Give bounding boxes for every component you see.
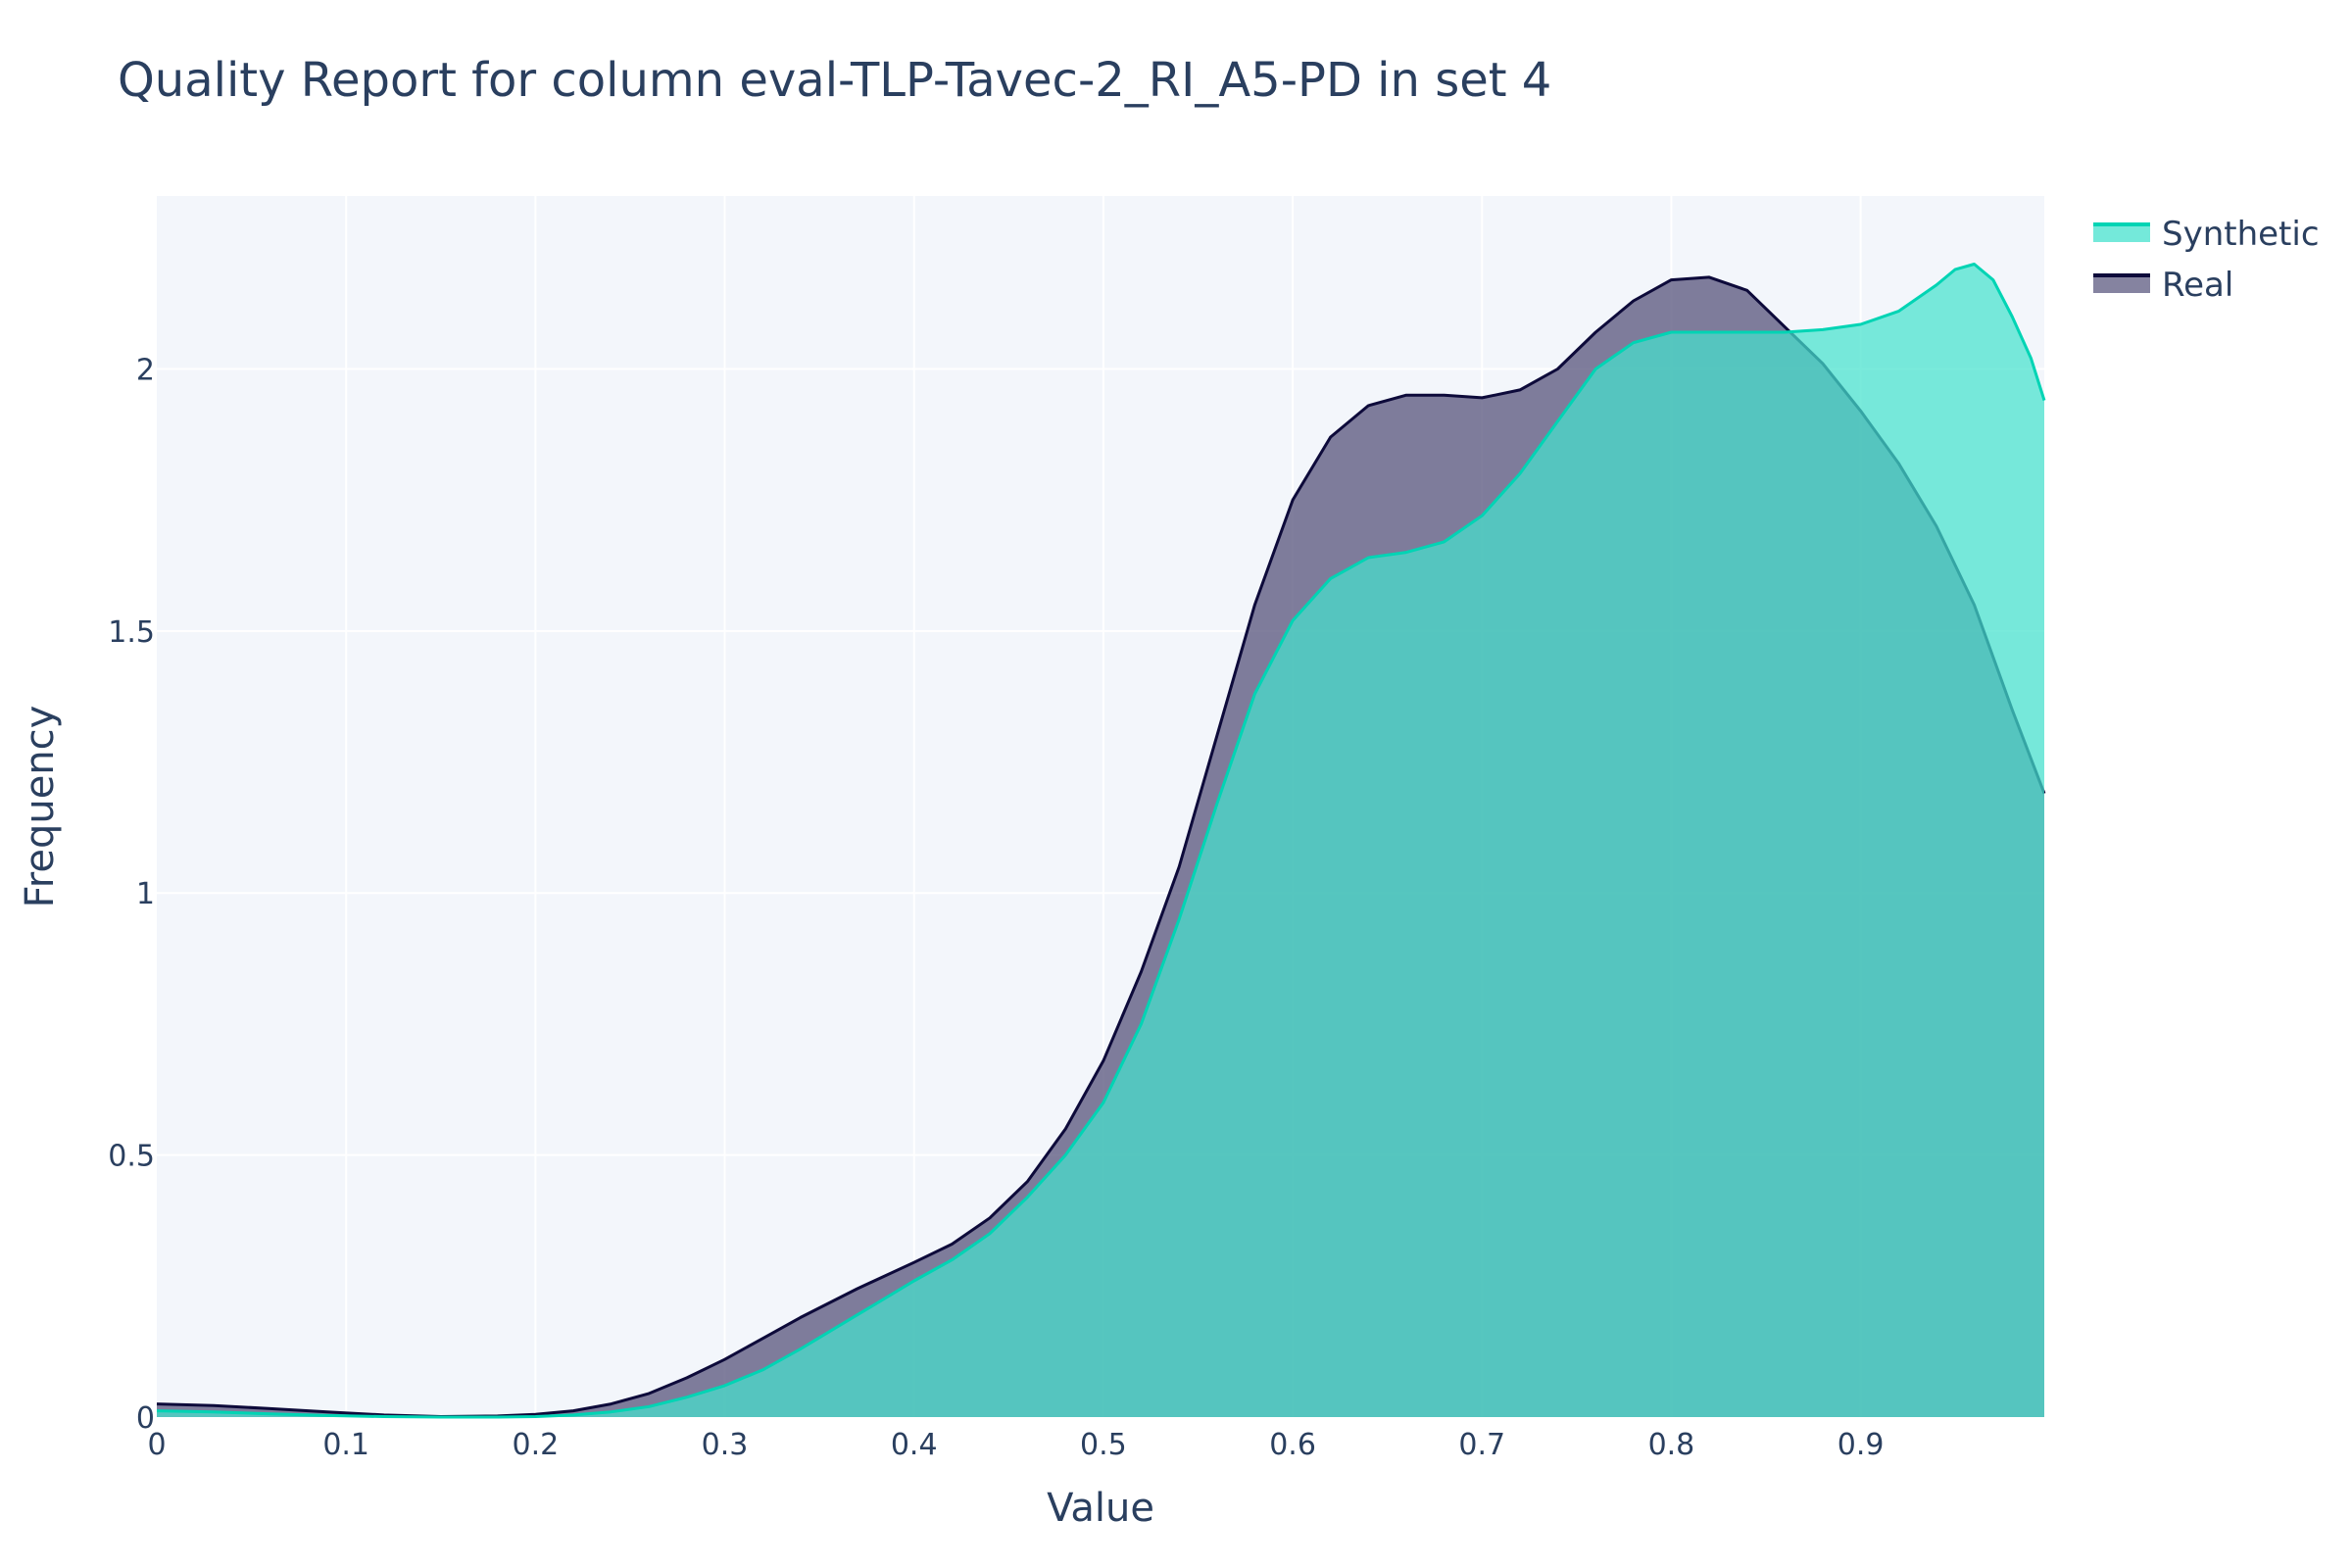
chart-title: Quality Report for column eval-TLP-Tavec… [118, 53, 1551, 108]
y-axis-title: Frequency [18, 706, 63, 908]
legend-item-real[interactable]: Real [2093, 266, 2233, 305]
x-tick-label: 0.1 [322, 1428, 369, 1462]
x-tick-label: 0.2 [512, 1428, 559, 1462]
x-axis-title: Value [1047, 1486, 1154, 1531]
legend-swatch-fill [2093, 224, 2150, 242]
y-tick-label: 1 [136, 877, 155, 911]
y-tick-label: 1.5 [108, 615, 155, 650]
y-tick-label: 2 [136, 353, 155, 387]
x-ticks: 0 0.1 0.2 0.3 0.4 0.5 0.6 0.7 0.8 0.9 [147, 1428, 1884, 1462]
x-tick-label: 0 [147, 1428, 166, 1462]
y-ticks: 0 0.5 1 1.5 2 [108, 353, 155, 1436]
x-tick-label: 0.5 [1080, 1428, 1127, 1462]
legend-label: Real [2162, 266, 2233, 305]
x-tick-label: 0.6 [1269, 1428, 1316, 1462]
legend-item-synthetic[interactable]: Synthetic [2093, 215, 2320, 254]
series-line-real[interactable] [156, 275, 2046, 1418]
x-tick-label: 0.7 [1458, 1428, 1505, 1462]
series-line-synthetic[interactable] [156, 263, 2046, 1419]
series-layer [156, 263, 2046, 1419]
legend-swatch-fill [2093, 275, 2150, 293]
x-tick-label: 0.3 [702, 1428, 749, 1462]
legend-label: Synthetic [2162, 215, 2320, 254]
series-area-synthetic[interactable] [157, 264, 2044, 1418]
x-tick-label: 0.4 [891, 1428, 938, 1462]
x-tick-label: 0.8 [1648, 1428, 1695, 1462]
y-tick-label: 0.5 [108, 1140, 155, 1174]
y-tick-label: 0 [136, 1401, 155, 1436]
legend[interactable]: Synthetic Real [2093, 215, 2320, 305]
x-tick-label: 0.9 [1838, 1428, 1885, 1462]
